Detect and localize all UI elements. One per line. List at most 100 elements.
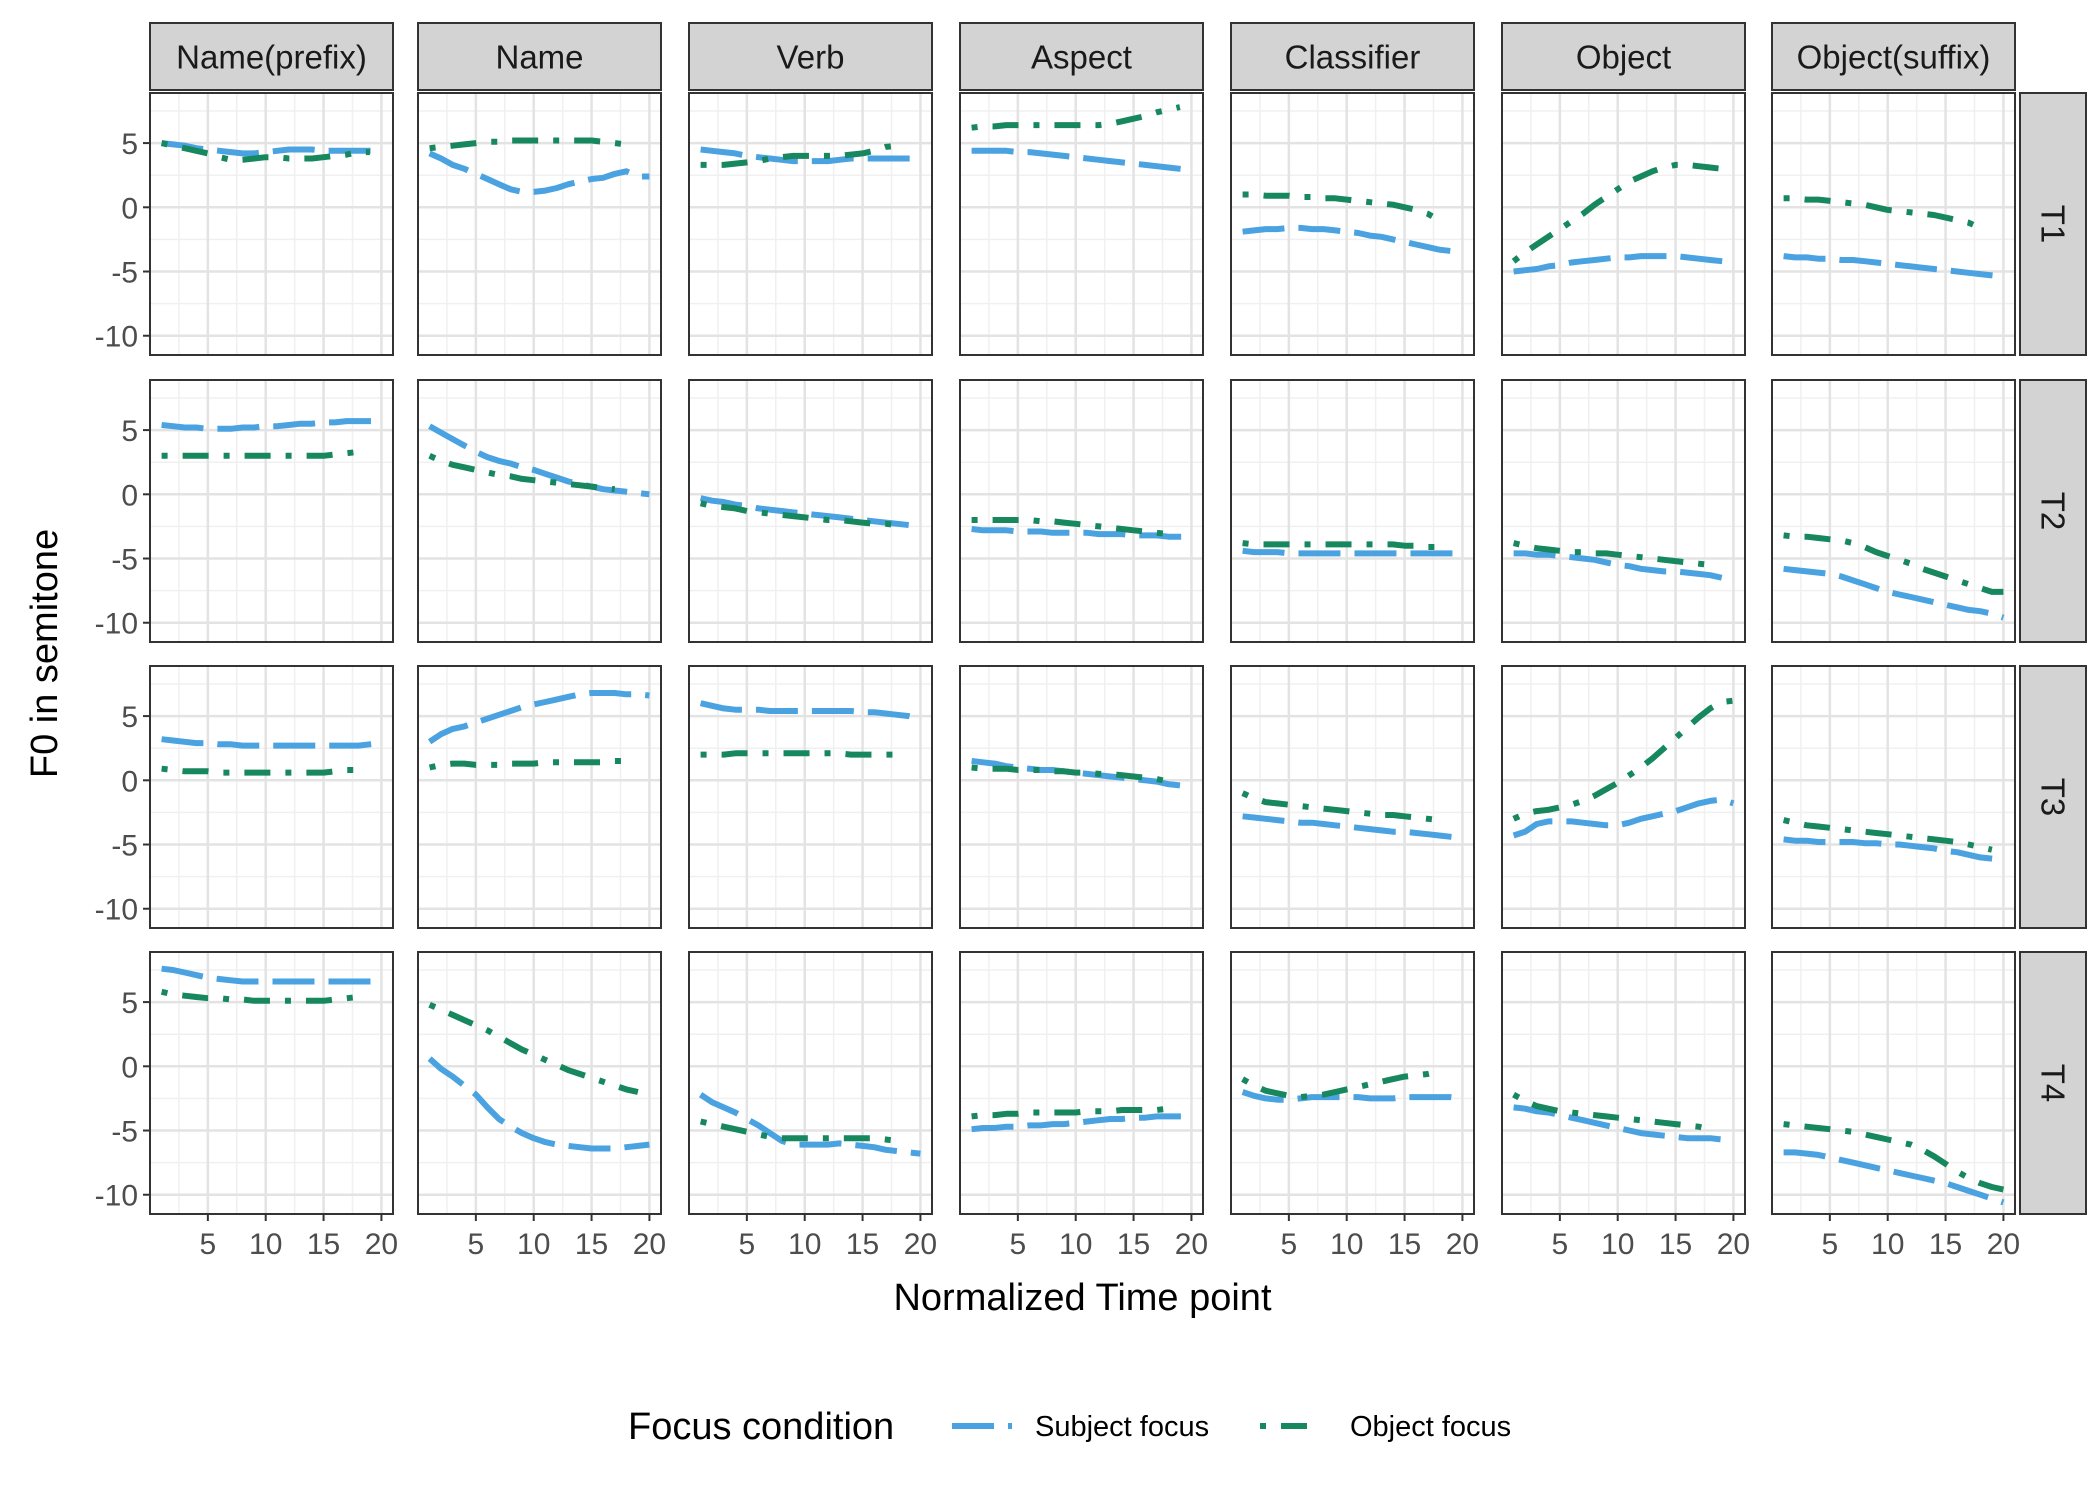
y-tick-label: 0 (121, 192, 138, 225)
panel-background (1772, 952, 2015, 1214)
series-line-subject-focus (698, 1092, 921, 1157)
panel-background (1231, 380, 1474, 642)
series-line-subject-focus (1513, 550, 1735, 584)
panel-t1-aspect (959, 92, 1204, 356)
strip-label-t1: T1 (2035, 205, 2072, 244)
series-line-subject-focus (1242, 547, 1463, 557)
panel-background (1772, 93, 2015, 355)
series-line-object-focus (1241, 1068, 1440, 1101)
strip-aspect (959, 22, 1204, 91)
panel-t2-aspect (959, 379, 1204, 643)
panel-t1-object (1501, 92, 1746, 356)
x-tick-label: 5 (200, 1228, 217, 1261)
y-tick-label: 5 (121, 987, 138, 1020)
series-line-object-focus (429, 137, 627, 152)
series-line-subject-focus (1512, 796, 1735, 839)
panel-t4-classifier (1230, 951, 1475, 1215)
panel-background (689, 952, 932, 1214)
strip-label-object: Object (1576, 39, 1671, 76)
strip-label-t4: T4 (2035, 1064, 2072, 1103)
x-tick-label: 20 (365, 1228, 398, 1261)
panel-t1-object-suffix (1771, 92, 2016, 356)
x-tick-label: 10 (249, 1228, 282, 1261)
series-line-object-focus (971, 764, 1169, 785)
panel-background (418, 93, 661, 355)
panel-border (959, 951, 1204, 1215)
series-line-object-focus (1512, 1091, 1711, 1133)
strip-t3 (2019, 665, 2087, 929)
series-line-object-focus (160, 140, 370, 163)
panel-t3-object (1501, 665, 1746, 929)
x-tick-label: 10 (788, 1228, 821, 1261)
x-tick-label: 15 (846, 1228, 879, 1261)
series-line-subject-focus (971, 526, 1192, 540)
panel-border (688, 665, 933, 929)
series-line-object-focus (1782, 817, 1993, 853)
panel-border (1771, 665, 2016, 929)
series-line-subject-focus (427, 1056, 650, 1152)
panel-border (1230, 665, 1475, 929)
panel-border (688, 379, 933, 643)
x-tick-label: 5 (1552, 1228, 1569, 1261)
series-line-subject-focus (1783, 565, 2005, 621)
series-line-object-focus (1512, 540, 1711, 568)
panel-background (1231, 952, 1474, 1214)
panel-t3-object-suffix (1771, 665, 2016, 929)
y-tick-label: -5 (111, 257, 138, 290)
panel-t4-verb (688, 951, 933, 1215)
x-tick-label: 20 (1717, 1228, 1750, 1261)
panel-t2-name (417, 379, 662, 643)
x-tick-label: 20 (633, 1228, 666, 1261)
panel-t4-object-suffix (1771, 951, 2016, 1215)
x-tick-label: 15 (1929, 1228, 1962, 1261)
x-axis-title: Normalized Time point (893, 1277, 1271, 1319)
panel-background (418, 952, 661, 1214)
panel-border (1771, 92, 2016, 356)
panel-border (149, 92, 394, 356)
panel-background (960, 666, 1203, 928)
x-tick-label: 20 (1446, 1228, 1479, 1261)
panel-background (960, 952, 1203, 1214)
series-line-object-focus (1783, 1121, 2005, 1193)
panel-background (1502, 952, 1745, 1214)
x-tick-label: 5 (1822, 1228, 1839, 1261)
panel-border (1771, 379, 2016, 643)
panel-background (150, 952, 393, 1214)
panel-t3-name (417, 665, 662, 929)
panel-background (1502, 93, 1745, 355)
panel-border (149, 665, 394, 929)
panel-border (688, 951, 933, 1215)
x-tick-label: 5 (1281, 1228, 1298, 1261)
panel-border (959, 665, 1204, 929)
series-line-subject-focus (700, 146, 921, 165)
strip-t2 (2019, 379, 2087, 643)
series-line-subject-focus (1242, 224, 1464, 257)
panel-t4-name (417, 951, 662, 1215)
panel-border (1230, 92, 1475, 356)
series-line-subject-focus (161, 418, 382, 432)
panel-background (1772, 380, 2015, 642)
y-tick-label: -5 (111, 544, 138, 577)
y-tick-label: 5 (121, 701, 138, 734)
panel-t1-classifier (1230, 92, 1475, 356)
panel-background (689, 380, 932, 642)
strip-name (417, 22, 662, 91)
series-line-object-focus (700, 142, 898, 168)
x-tick-label: 5 (1010, 1228, 1027, 1261)
panel-t4-aspect (959, 951, 1204, 1215)
series-line-subject-focus (1242, 813, 1463, 842)
strip-classifier (1230, 22, 1475, 91)
series-line-object-focus (1241, 790, 1440, 824)
series-line-object-focus (161, 448, 359, 459)
strip-label-classifier: Classifier (1285, 39, 1421, 76)
strip-t4 (2019, 951, 2087, 1215)
series-line-object-focus (971, 517, 1169, 538)
series-line-object-focus (1242, 540, 1440, 550)
panel-background (689, 666, 932, 928)
panel-t3-aspect (959, 665, 1204, 929)
series-line-subject-focus (427, 690, 650, 745)
legend-label-subject-focus: Subject focus (1035, 1411, 1209, 1443)
panel-t2-verb (688, 379, 933, 643)
y-tick-label: -10 (95, 608, 138, 641)
panel-border (1230, 379, 1475, 643)
